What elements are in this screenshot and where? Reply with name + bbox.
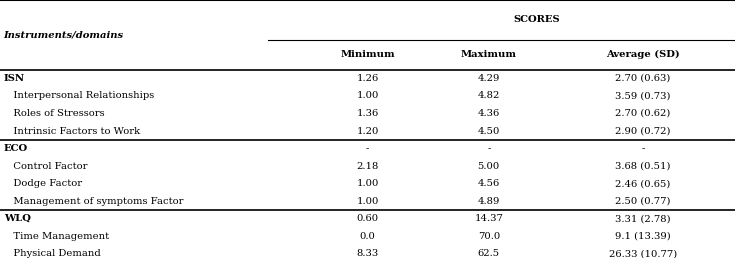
Text: 2.90 (0.72): 2.90 (0.72) [615,127,671,135]
Text: 9.1 (13.39): 9.1 (13.39) [615,232,671,241]
Text: 2.18: 2.18 [356,162,379,171]
Text: -: - [487,144,490,153]
Text: SCORES: SCORES [513,15,560,25]
Text: 3.68 (0.51): 3.68 (0.51) [615,162,671,171]
Text: ECO: ECO [4,144,28,153]
Text: 4.36: 4.36 [478,109,500,118]
Text: -: - [642,144,645,153]
Text: Interpersonal Relationships: Interpersonal Relationships [4,92,154,100]
Text: ISN: ISN [4,74,25,83]
Text: -: - [366,144,369,153]
Text: Control Factor: Control Factor [4,162,87,171]
Text: 1.36: 1.36 [356,109,379,118]
Text: 0.60: 0.60 [356,214,379,223]
Text: 14.37: 14.37 [474,214,503,223]
Text: Maximum: Maximum [461,50,517,59]
Text: 1.26: 1.26 [356,74,379,83]
Text: 8.33: 8.33 [356,249,379,258]
Text: Management of symptoms Factor: Management of symptoms Factor [4,197,183,206]
Text: 4.89: 4.89 [478,197,500,206]
Text: 62.5: 62.5 [478,249,500,258]
Text: 2.70 (0.63): 2.70 (0.63) [615,74,671,83]
Text: 1.00: 1.00 [356,197,379,206]
Text: Roles of Stressors: Roles of Stressors [4,109,104,118]
Text: 1.00: 1.00 [356,92,379,100]
Text: 2.46 (0.65): 2.46 (0.65) [615,179,671,188]
Text: Average (SD): Average (SD) [606,50,680,59]
Text: Time Management: Time Management [4,232,109,241]
Text: 70.0: 70.0 [478,232,500,241]
Text: Physical Demand: Physical Demand [4,249,101,258]
Text: 3.31 (2.78): 3.31 (2.78) [615,214,671,223]
Text: Dodge Factor: Dodge Factor [4,179,82,188]
Text: 4.50: 4.50 [478,127,500,135]
Text: 0.0: 0.0 [359,232,376,241]
Text: Instruments/domains: Instruments/domains [4,30,123,39]
Text: 1.00: 1.00 [356,179,379,188]
Text: 26.33 (10.77): 26.33 (10.77) [609,249,677,258]
Text: 1.20: 1.20 [356,127,379,135]
Text: 2.50 (0.77): 2.50 (0.77) [615,197,671,206]
Text: 4.82: 4.82 [478,92,500,100]
Text: 4.56: 4.56 [478,179,500,188]
Text: 5.00: 5.00 [478,162,500,171]
Text: 2.70 (0.62): 2.70 (0.62) [615,109,671,118]
Text: 3.59 (0.73): 3.59 (0.73) [615,92,671,100]
Text: WLQ: WLQ [4,214,31,223]
Text: Intrinsic Factors to Work: Intrinsic Factors to Work [4,127,140,135]
Text: Minimum: Minimum [340,50,395,59]
Text: 4.29: 4.29 [478,74,500,83]
